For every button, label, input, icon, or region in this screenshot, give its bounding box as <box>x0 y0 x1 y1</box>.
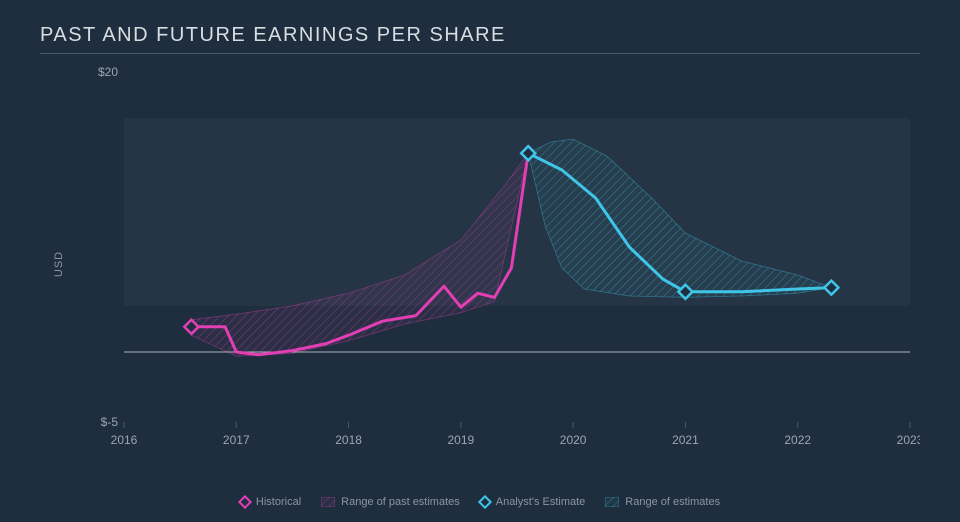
x-tick-label: 2016 <box>111 433 138 447</box>
x-tick-label: 2023 <box>897 433 920 447</box>
legend-label: Range of estimates <box>625 496 720 508</box>
x-tick-label: 2018 <box>335 433 362 447</box>
x-tick-label: 2019 <box>448 433 475 447</box>
chart-svg: 2016 2017 2018 2019 2020 2021 2022 2023 $20 $-5 <box>40 54 920 474</box>
legend-item-historical_range: Range of past estimates <box>321 496 460 508</box>
x-tick-label: 2020 <box>560 433 587 447</box>
y-tick-label: $-5 <box>101 415 119 429</box>
legend-label: Historical <box>256 496 301 508</box>
legend-label: Analyst's Estimate <box>496 496 586 508</box>
legend-label: Range of past estimates <box>341 496 460 508</box>
chart-title: PAST AND FUTURE EARNINGS PER SHARE <box>40 24 920 47</box>
x-tick-label: 2017 <box>223 433 250 447</box>
legend-hatch-icon <box>321 497 335 507</box>
legend-item-estimate: Analyst's Estimate <box>480 496 586 508</box>
x-tick-label: 2022 <box>784 433 811 447</box>
legend-item-estimate_range: Range of estimates <box>605 496 720 508</box>
y-tick-label: $20 <box>98 65 118 79</box>
legend-hatch-icon <box>605 497 619 507</box>
legend-diamond-icon <box>478 495 492 509</box>
chart-area: USD 20162017201820192020202120222023$20$… <box>40 54 920 474</box>
x-tick-label: 2021 <box>672 433 699 447</box>
legend-diamond-icon <box>238 495 252 509</box>
chart-legend: Historical Range of past estimates Analyst… <box>0 496 960 508</box>
chart-container: PAST AND FUTURE EARNINGS PER SHARE USD 2… <box>0 0 960 522</box>
legend-item-historical: Historical <box>240 496 301 508</box>
